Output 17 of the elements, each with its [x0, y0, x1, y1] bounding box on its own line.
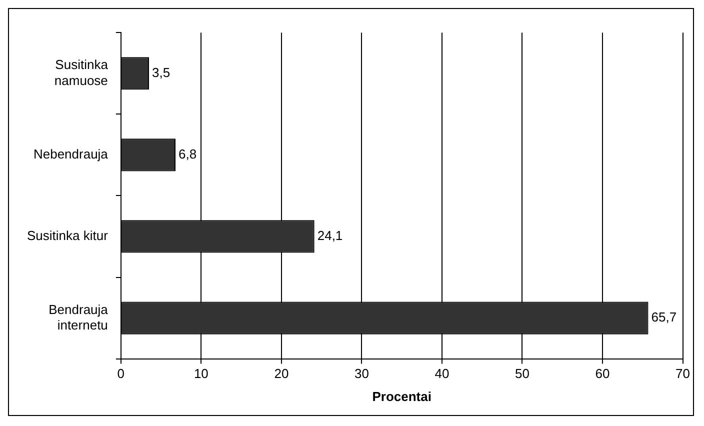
x-tick-label: 50	[515, 366, 530, 382]
data-label: 3,5	[152, 64, 170, 80]
data-label: 6,8	[178, 146, 197, 162]
x-tick-label: 0	[117, 366, 125, 382]
x-tick-label: 20	[274, 366, 289, 382]
y-tick-label: Susitinka kitur	[27, 228, 109, 244]
data-label: 65,7	[651, 310, 677, 325]
y-tick-label: Nebendrauja	[33, 146, 109, 162]
x-tick-label: 60	[595, 366, 610, 382]
x-tick-label: 70	[676, 366, 690, 382]
x-tick-label: 10	[194, 366, 208, 382]
data-label: 24,1	[317, 228, 343, 244]
y-tick-label: Bendrauja internetu	[48, 302, 109, 332]
x-tick-label: 30	[354, 366, 369, 382]
y-tick-label: Susitinka namuose	[54, 57, 109, 88]
x-tick-label: 40	[434, 366, 450, 382]
x-axis-title: Procentai	[372, 388, 432, 404]
